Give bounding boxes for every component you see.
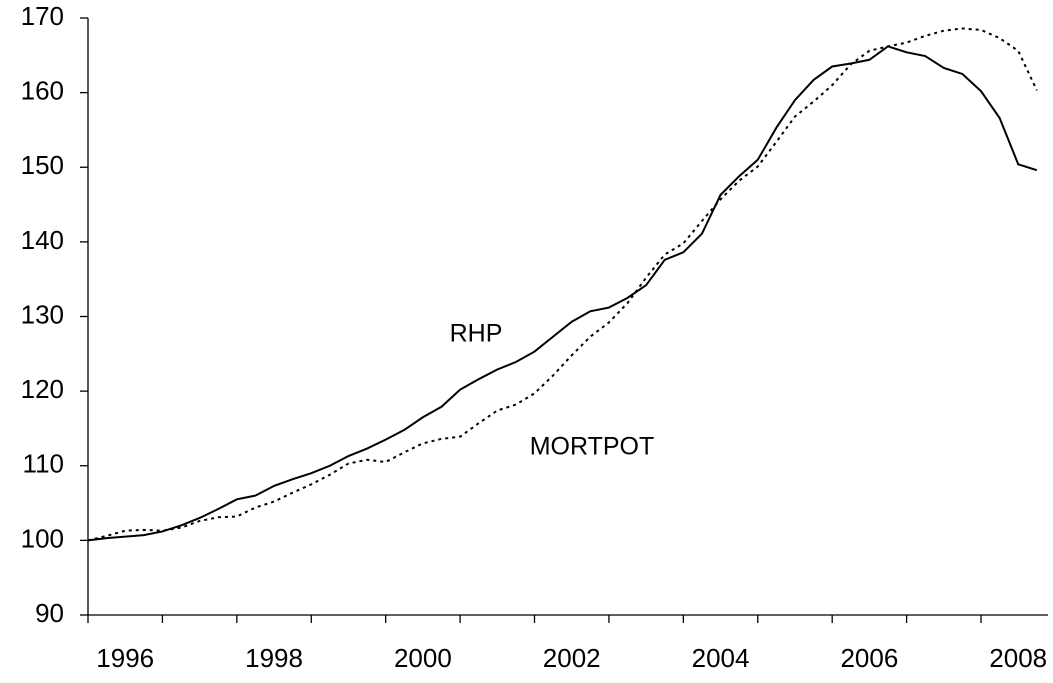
series-line — [87, 27, 1038, 542]
x-tick-label: 1996 — [96, 643, 154, 673]
y-tick-label: 120 — [21, 374, 64, 404]
x-tick-label: 2008 — [989, 643, 1047, 673]
x-tick-label: 2002 — [543, 643, 601, 673]
y-tick-label: 150 — [21, 150, 64, 180]
x-tick-label: 1998 — [245, 643, 303, 673]
y-tick-label: 100 — [21, 523, 64, 553]
y-tick-label: 170 — [21, 1, 64, 31]
series-annotation: RHP — [450, 320, 503, 348]
y-tick-label: 160 — [21, 76, 64, 106]
y-tick-label: 110 — [23, 449, 64, 479]
x-tick-label: 2004 — [692, 643, 750, 673]
y-tick-label: 130 — [21, 299, 64, 329]
series-line — [87, 45, 1038, 542]
x-tick-label: 2006 — [840, 643, 898, 673]
x-tick-label: 2000 — [394, 643, 452, 673]
y-tick-label: 90 — [35, 598, 64, 628]
y-tick-label: 140 — [21, 225, 64, 255]
series-annotation: MORTPOT — [530, 433, 655, 461]
